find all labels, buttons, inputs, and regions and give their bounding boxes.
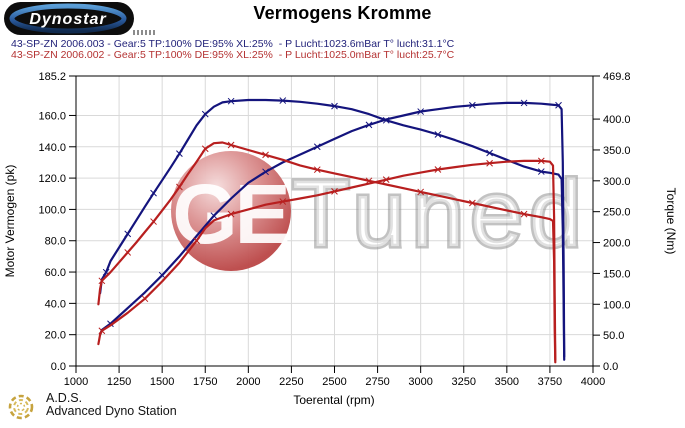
run-legend: 43-SP-ZN 2006.003 - Gear:5 TP:100% DE:95… (11, 39, 454, 60)
svg-text:2500: 2500 (322, 376, 346, 388)
legend-run-002: 43-SP-ZN 2006.002 - Gear:5 TP:100% DE:95… (11, 48, 455, 61)
svg-text:1750: 1750 (193, 376, 217, 388)
svg-text:50.0: 50.0 (603, 330, 624, 342)
svg-text:250.0: 250.0 (603, 207, 631, 219)
svg-text:20.0: 20.0 (45, 330, 66, 342)
svg-text:160.0: 160.0 (38, 110, 66, 122)
plot-background-and-grid (76, 76, 593, 366)
dyno-curves (97, 97, 566, 364)
svg-text:150.0: 150.0 (603, 268, 631, 280)
svg-text:80.0: 80.0 (45, 236, 66, 248)
svg-text:1250: 1250 (107, 376, 131, 388)
svg-text:3750: 3750 (538, 376, 562, 388)
svg-text:40.0: 40.0 (45, 298, 66, 310)
page-title: Vermogens Kromme (253, 3, 432, 23)
dynostar-logo-graphic: Dynostar (4, 2, 134, 35)
svg-text:2750: 2750 (365, 376, 389, 388)
ads-text-block: A.D.S. Advanced Dyno Station (46, 392, 177, 418)
svg-text:100.0: 100.0 (38, 204, 66, 216)
svg-text:0.0: 0.0 (603, 361, 618, 373)
logo-fine-print (133, 30, 157, 35)
svg-text:350.0: 350.0 (603, 145, 631, 157)
svg-text:400.0: 400.0 (603, 114, 631, 126)
x-axis-title: Toerental (rpm) (293, 393, 374, 407)
axes-frame-and-ticks: 1000 1250 1500 1750 2000 2250 2500 2750 3000 3250… (38, 71, 630, 388)
svg-text:0.0: 0.0 (51, 361, 66, 373)
svg-text:60.0: 60.0 (45, 267, 66, 279)
logo-wordmark: Dynostar (29, 11, 106, 28)
svg-text:2250: 2250 (279, 376, 303, 388)
left-axis-title: Motor Vermogen (pk) (3, 165, 17, 278)
svg-text:185.2: 185.2 (38, 71, 66, 83)
svg-text:2000: 2000 (236, 376, 260, 388)
svg-text:140.0: 140.0 (38, 142, 66, 154)
ads-pinwheel-icon (8, 394, 34, 420)
ads-footer: A.D.S. Advanced Dyno Station (6, 392, 177, 422)
svg-text:3250: 3250 (452, 376, 476, 388)
getuned-watermark: GE Tuned (171, 151, 588, 271)
svg-text:300.0: 300.0 (603, 176, 631, 188)
svg-text:4000: 4000 (581, 376, 605, 388)
svg-text:200.0: 200.0 (603, 238, 631, 250)
svg-text:469.8: 469.8 (603, 71, 631, 83)
svg-text:3500: 3500 (495, 376, 519, 388)
getuned-ball (171, 151, 291, 271)
ads-abbr: A.D.S. (46, 391, 83, 405)
svg-text:3000: 3000 (408, 376, 432, 388)
dynostar-logo: Dynostar (4, 2, 164, 38)
legend-run-003: 43-SP-ZN 2006.003 - Gear:5 TP:100% DE:95… (11, 38, 455, 50)
right-axis-title: Torque (Nm) (664, 188, 678, 255)
logo-ring (9, 3, 127, 34)
getuned-tuned-text: Tuned (292, 161, 588, 267)
svg-text:1000: 1000 (64, 376, 88, 388)
ads-name: Advanced Dyno Station (46, 404, 177, 418)
svg-text:100.0: 100.0 (603, 299, 631, 311)
axis-titles: Toerental (rpm) Motor Vermogen (pk) Torq… (3, 165, 678, 407)
svg-text:120.0: 120.0 (38, 173, 66, 185)
svg-text:1500: 1500 (150, 376, 174, 388)
